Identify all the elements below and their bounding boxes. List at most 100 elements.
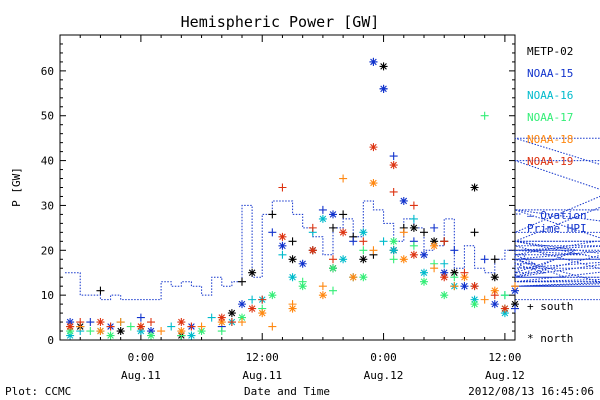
south-point	[440, 259, 449, 268]
north-point	[268, 291, 277, 300]
north-point	[389, 161, 398, 170]
south-point	[430, 223, 439, 232]
south-point	[258, 295, 267, 304]
south-point	[238, 318, 246, 327]
south-point	[420, 228, 428, 237]
south-point	[460, 268, 469, 277]
north-point	[389, 237, 398, 246]
north-point	[136, 327, 145, 336]
north-point	[308, 246, 317, 255]
north-point	[369, 143, 378, 152]
south-point	[379, 237, 388, 246]
x-axis-label: Date and Time	[244, 385, 330, 398]
series-noaa-17	[66, 111, 509, 340]
north-point	[329, 264, 337, 273]
south-point	[480, 111, 489, 120]
north-point	[329, 210, 337, 219]
south-point	[197, 322, 206, 331]
north-point	[379, 84, 388, 93]
north-point	[440, 273, 449, 282]
north-point	[288, 273, 297, 282]
north-point	[440, 268, 449, 277]
north-point	[379, 62, 388, 71]
north-point	[96, 327, 105, 336]
south-point	[126, 322, 135, 331]
north-point	[66, 318, 75, 327]
south-point	[268, 228, 277, 237]
south-point	[86, 327, 95, 336]
x-tick-date-label: Aug.12	[364, 369, 404, 382]
source-note: Plot: CCMC	[5, 385, 71, 398]
south-point	[308, 223, 317, 232]
south-point	[278, 250, 287, 259]
ovation-series	[65, 137, 600, 301]
y-axis-label: P [GW]	[10, 167, 23, 207]
ovation-hpi-line	[65, 137, 600, 301]
north-point	[147, 327, 155, 336]
x-tick-time-label: 0:00	[370, 351, 397, 364]
north-point	[430, 241, 439, 250]
north-point	[511, 300, 519, 309]
legend-ovation-line1: — Ovation	[527, 209, 587, 222]
y-tick-label: 0	[47, 334, 54, 347]
y-tick-label: 20	[41, 244, 54, 257]
timestamp: 2012/08/13 16:45:06	[468, 385, 594, 398]
north-point	[288, 255, 297, 264]
south-point	[450, 282, 459, 291]
south-point	[136, 313, 145, 322]
north-point	[197, 327, 206, 336]
north-point	[470, 183, 479, 192]
north-point	[147, 331, 155, 340]
south-point	[96, 286, 105, 295]
x-axis: 0:00 Aug.11 12:00 Aug.11 0:00 Aug.12 12:00 Aug.…	[79, 35, 525, 382]
south-point	[278, 183, 287, 192]
north-point	[409, 250, 418, 259]
north-point	[470, 282, 479, 291]
south-point	[480, 295, 489, 304]
south-point	[217, 327, 226, 336]
south-marker-note: + south	[527, 300, 573, 313]
north-point	[278, 232, 287, 241]
south-point	[440, 237, 449, 246]
satellite-markers	[66, 57, 519, 340]
south-point	[389, 152, 398, 161]
north-point	[106, 331, 115, 340]
south-point	[248, 295, 257, 304]
north-point	[96, 318, 105, 327]
north-point	[177, 318, 186, 327]
south-point	[207, 313, 216, 322]
south-point	[399, 228, 408, 237]
north-marker-note: * north	[527, 332, 573, 345]
north-point	[258, 309, 267, 318]
north-point	[359, 273, 368, 282]
south-point	[227, 318, 236, 327]
south-point	[359, 237, 368, 246]
north-point	[339, 255, 348, 264]
series-noaa-19	[66, 143, 509, 331]
south-point	[268, 210, 277, 219]
south-point	[480, 255, 489, 264]
y-tick-label: 50	[41, 110, 54, 123]
legend-entry-noaa-16: NOAA-16	[527, 89, 573, 102]
plot-area-frame	[59, 34, 516, 341]
north-point	[298, 282, 307, 291]
south-point	[359, 246, 368, 255]
north-point	[136, 322, 145, 331]
north-point	[369, 57, 378, 66]
south-point	[511, 304, 519, 313]
north-point	[490, 286, 499, 295]
north-point	[430, 237, 439, 246]
series-metp-02	[76, 62, 519, 340]
north-point	[420, 277, 428, 286]
y-tick-label: 30	[41, 199, 54, 212]
north-point	[359, 228, 368, 237]
south-point	[86, 318, 95, 327]
north-point	[470, 300, 479, 309]
north-point	[278, 241, 287, 250]
south-point	[329, 286, 337, 295]
chart-title: Hemispheric Power [GW]	[181, 13, 380, 31]
north-point	[66, 322, 75, 331]
legend-entry-noaa-19: NOAA-19	[527, 155, 573, 168]
south-point	[106, 322, 115, 331]
south-point	[409, 201, 418, 210]
